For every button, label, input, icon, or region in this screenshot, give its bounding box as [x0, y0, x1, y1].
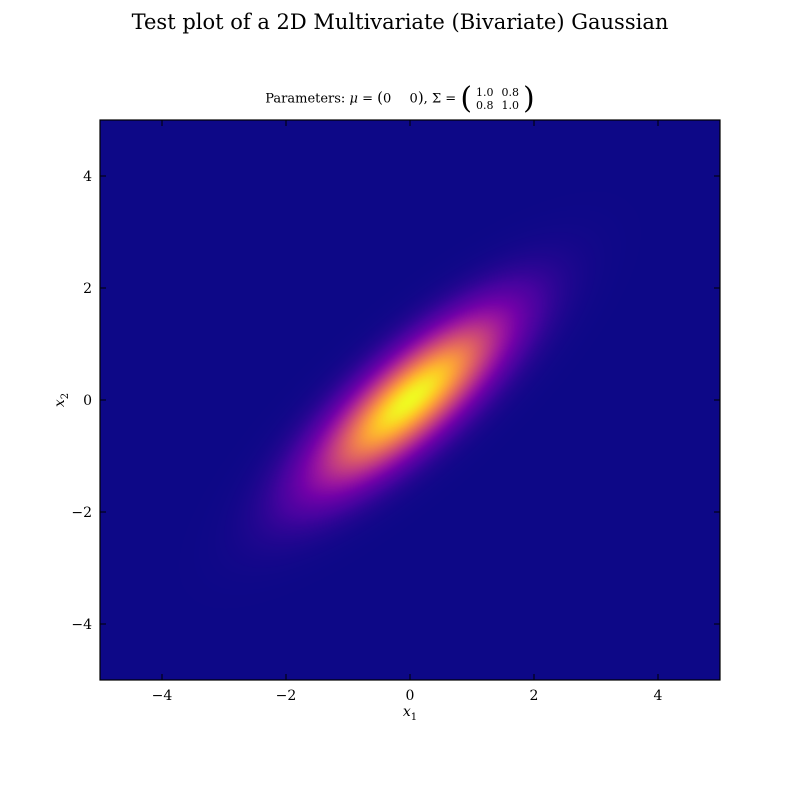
y-tick-label: 0	[83, 393, 92, 409]
sigma-21: 0.8	[476, 99, 494, 112]
sigma-symbol: Σ	[431, 91, 442, 107]
tick-group: −4 −2 0 2 4 −4 −2 0 2 4	[71, 120, 720, 704]
plot-title: Parameters: μ = (0 0), Σ = ( 1.0 0.8 0.8 1…	[265, 81, 535, 116]
x-tick-label: −4	[152, 688, 173, 704]
x-tick-label: 0	[406, 688, 415, 704]
density-heatmap	[100, 120, 720, 680]
mu-symbol: μ	[349, 91, 358, 107]
y-axis-label: x2	[52, 393, 71, 407]
covariance-matrix: ( 1.0 0.8 0.8 1.0 )	[460, 81, 535, 116]
figure-title: Test plot of a 2D Multivariate (Bivariat…	[131, 10, 669, 34]
y-tick-label: −4	[71, 617, 92, 633]
mu-y: 0	[409, 91, 418, 107]
y-tick-label: −2	[71, 505, 92, 521]
sigma-22: 1.0	[501, 99, 520, 112]
sigma-11: 1.0	[476, 86, 494, 99]
x-tick-label: −2	[276, 688, 297, 704]
parameters-label: Parameters:	[265, 91, 346, 107]
y-tick-label: 2	[83, 281, 92, 297]
y-tick-label: 4	[83, 169, 92, 185]
x-axis-label: x1	[403, 704, 417, 723]
x-tick-label: 2	[530, 688, 539, 704]
mu-x: 0	[382, 91, 392, 107]
sigma-12: 0.8	[501, 86, 520, 99]
x-tick-label: 4	[654, 688, 663, 704]
